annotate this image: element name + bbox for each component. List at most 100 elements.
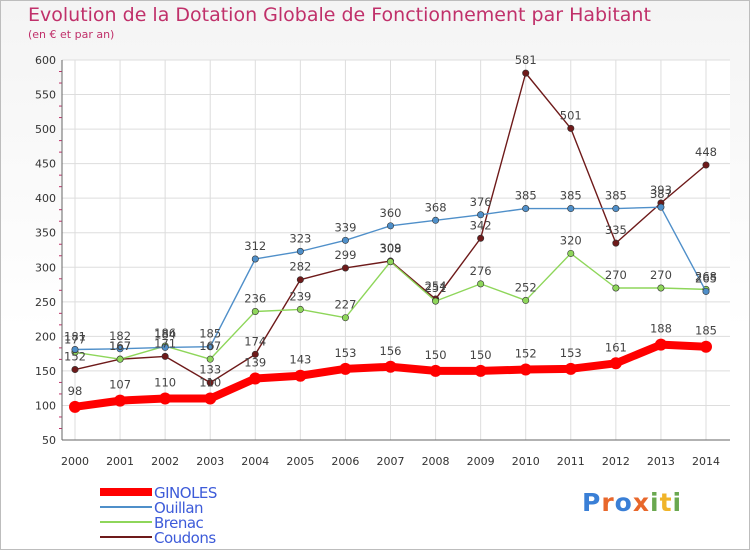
data-label: 239 xyxy=(289,289,311,303)
x-tick-label: 2003 xyxy=(196,455,224,468)
legend-label: GINOLES xyxy=(154,484,217,502)
data-point xyxy=(294,369,307,382)
data-label: 254 xyxy=(425,279,447,293)
logo-letter: x xyxy=(632,488,650,517)
data-point xyxy=(296,305,304,313)
data-point xyxy=(612,284,620,292)
data-label: 270 xyxy=(605,268,627,282)
data-point xyxy=(429,364,442,377)
data-label: 265 xyxy=(695,271,717,285)
y-tick-label: 550 xyxy=(35,89,56,102)
data-point xyxy=(567,124,575,132)
logo-letter: o xyxy=(614,488,633,517)
x-tick-label: 2010 xyxy=(512,455,540,468)
x-tick-label: 2006 xyxy=(331,455,359,468)
data-label: 368 xyxy=(425,200,447,214)
data-point xyxy=(161,352,169,360)
data-label: 167 xyxy=(109,339,131,353)
data-point xyxy=(477,211,485,219)
data-label: 182 xyxy=(109,329,131,343)
logo-letter: i xyxy=(650,488,660,517)
data-label: 152 xyxy=(64,350,86,364)
data-label: 153 xyxy=(334,346,356,360)
data-point xyxy=(161,343,169,351)
data-point xyxy=(71,366,79,374)
data-label: 184 xyxy=(154,327,176,341)
y-tick-label: 250 xyxy=(35,296,56,309)
data-point xyxy=(519,363,532,376)
data-point xyxy=(522,69,530,77)
data-point xyxy=(567,205,575,213)
data-label: 387 xyxy=(650,187,672,201)
legend-label: Coudons xyxy=(154,529,216,547)
data-point xyxy=(341,264,349,272)
data-point xyxy=(116,345,124,353)
data-label: 153 xyxy=(560,346,582,360)
data-label: 110 xyxy=(199,376,221,390)
data-label: 282 xyxy=(289,260,311,274)
x-tick-label: 2002 xyxy=(151,455,179,468)
data-label: 167 xyxy=(199,339,221,353)
data-point xyxy=(251,255,259,263)
data-point xyxy=(657,284,665,292)
data-point xyxy=(474,364,487,377)
data-label: 227 xyxy=(334,298,356,312)
data-label: 156 xyxy=(380,344,402,358)
data-point xyxy=(71,345,79,353)
data-label: 133 xyxy=(199,363,221,377)
data-label: 185 xyxy=(695,324,717,338)
data-label: 270 xyxy=(650,268,672,282)
data-label: 342 xyxy=(470,218,492,232)
data-point xyxy=(251,350,259,358)
data-point xyxy=(116,355,124,363)
data-label: 186 xyxy=(154,326,176,340)
legend-label: Brenac xyxy=(154,514,204,532)
data-point xyxy=(386,222,394,230)
legend-label: Ouillan xyxy=(154,499,204,517)
logo-letter: t xyxy=(659,488,673,517)
x-tick-label: 2014 xyxy=(692,455,720,468)
x-tick-label: 2004 xyxy=(241,455,269,468)
y-tick-label: 450 xyxy=(35,158,56,171)
legend-swatch xyxy=(100,506,152,508)
y-tick-label: 350 xyxy=(35,227,56,240)
data-label: 171 xyxy=(154,336,176,350)
data-point xyxy=(204,392,217,405)
data-point xyxy=(251,307,259,315)
data-label: 107 xyxy=(109,378,131,392)
data-label: 393 xyxy=(650,183,672,197)
data-label: 335 xyxy=(605,223,627,237)
chart-subtitle: (en € et par an) xyxy=(28,28,115,41)
data-point xyxy=(700,340,712,353)
x-tick-label: 2013 xyxy=(647,455,675,468)
y-tick-label: 100 xyxy=(35,399,56,412)
x-tick-label: 2011 xyxy=(557,455,585,468)
data-label: 251 xyxy=(425,281,447,295)
data-label: 312 xyxy=(244,239,266,253)
y-tick-label: 300 xyxy=(35,261,56,274)
data-label: 385 xyxy=(515,189,537,203)
data-label: 252 xyxy=(515,280,537,294)
data-point xyxy=(522,205,530,213)
data-point xyxy=(564,362,577,375)
data-point xyxy=(384,360,397,373)
data-label: 501 xyxy=(560,108,582,122)
data-label: 150 xyxy=(470,348,492,362)
data-point xyxy=(341,314,349,322)
data-point xyxy=(159,392,172,405)
x-tick-label: 2001 xyxy=(106,455,134,468)
y-tick-label: 200 xyxy=(35,330,56,343)
data-point xyxy=(206,343,214,351)
data-label: 385 xyxy=(560,189,582,203)
data-label: 236 xyxy=(244,291,266,305)
data-point xyxy=(296,276,304,284)
data-point xyxy=(341,236,349,244)
chart-title: Evolution de la Dotation Globale de Fonc… xyxy=(28,4,651,26)
data-label: 299 xyxy=(334,248,356,262)
data-label: 385 xyxy=(605,189,627,203)
data-label: 98 xyxy=(68,384,83,398)
data-label: 188 xyxy=(650,322,672,336)
data-point xyxy=(477,280,485,288)
data-label: 143 xyxy=(289,353,311,367)
